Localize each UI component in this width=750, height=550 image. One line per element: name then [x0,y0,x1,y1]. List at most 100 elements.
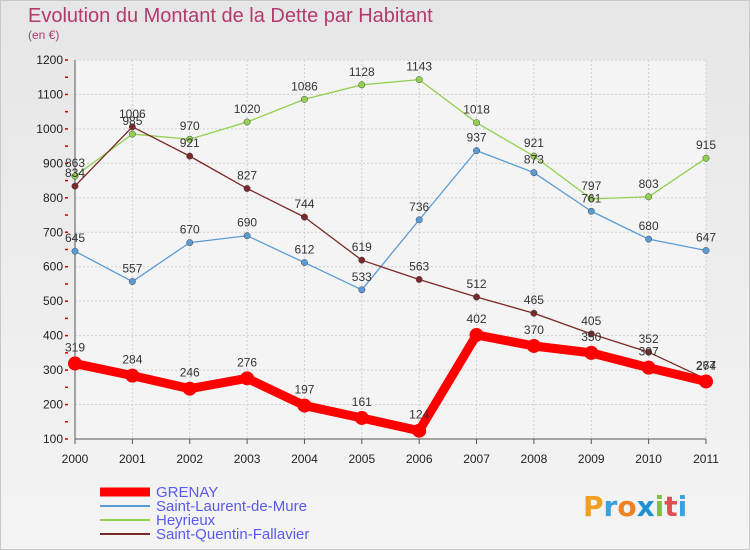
y-tick-label: 1100 [37,87,63,101]
series-line-3 [74,126,707,380]
data-label: 647 [696,231,716,245]
data-label: 405 [581,314,601,328]
data-point [243,232,251,240]
data-label: 670 [180,223,200,237]
data-label: 1020 [234,102,261,116]
data-label: 1143 [406,60,432,74]
data-label: 921 [180,136,200,150]
data-label: 937 [467,131,487,145]
y-tick-label: 700 [43,225,63,239]
data-label: 761 [581,191,601,205]
data-label: 319 [65,341,85,355]
data-label: 267 [696,358,716,372]
data-point [301,259,308,267]
data-point [587,207,595,215]
data-point [128,123,136,131]
data-label: 690 [237,216,257,230]
x-tick-label: 2009 [578,452,605,466]
data-point [469,327,484,342]
data-label: 744 [294,197,314,211]
data-point [71,172,79,180]
data-point [182,381,197,396]
data-point [358,286,366,294]
series-line-0 [74,330,708,436]
y-tick-label: 300 [43,363,63,377]
y-tick-label: 600 [43,260,63,274]
data-label: 124 [409,408,429,422]
data-label: 512 [467,277,487,291]
data-point [358,256,366,264]
logo-letter: i [678,490,688,523]
data-point [71,182,79,190]
data-point [587,330,595,338]
data-label: 276 [237,355,257,369]
x-tick-label: 2011 [693,452,719,466]
data-label: 557 [122,262,142,276]
data-point [186,239,194,247]
series-line-2 [74,78,707,200]
x-tick-label: 2002 [176,452,203,466]
data-label: 352 [639,332,659,346]
y-tick-label: 400 [43,329,63,343]
data-label: 834 [65,166,85,180]
logo-letter: i [655,490,665,523]
data-point [243,118,251,126]
data-labels: 645 557 670 690 612 533 736 937 873 761 680 647 863 9… [65,60,716,422]
data-point [354,410,369,425]
data-label: 197 [294,383,314,397]
data-point [702,154,710,162]
data-label: 619 [352,240,372,254]
data-point [128,278,136,285]
legend-label: Saint-Laurent-de-Mure [156,498,307,515]
x-tick-label: 2008 [521,452,548,466]
legend-label: GRENAY [156,484,218,501]
legend-label: Saint-Quentin-Fallavier [156,526,309,543]
data-label: 307 [639,345,659,359]
data-point [415,276,423,283]
logo-letter: x [637,490,655,523]
logo-letter: o [617,490,636,523]
data-point [473,119,480,127]
data-label: 370 [524,323,544,337]
chart-title: Evolution du Montant de la Dette par Hab… [28,5,433,27]
data-label: 1086 [291,79,318,93]
y-tick-label: 100 [43,432,63,446]
series-line-1 [74,149,707,291]
legend: GRENAYSaint-Laurent-de-MureHeyrieuxSaint… [100,484,309,543]
data-point [530,152,538,160]
data-label: 645 [65,231,85,245]
data-label: 736 [409,200,429,214]
data-label: 1018 [463,103,490,117]
data-label: 1128 [349,65,375,79]
data-label: 563 [409,259,429,273]
data-point [641,360,656,375]
data-point [71,247,79,255]
y-tick-label: 1000 [36,122,63,136]
data-point [415,76,423,84]
y-tick-label: 200 [43,398,63,412]
data-point [358,81,366,89]
data-label: 873 [524,153,544,167]
chart-subtitle: (en €) [28,28,59,42]
x-tick-label: 2010 [635,452,662,466]
data-point [68,356,82,371]
x-tick-label: 2007 [463,452,490,466]
data-label: 350 [581,330,601,344]
data-label: 921 [524,136,544,150]
logo-letter: P [583,490,604,523]
data-point [473,293,480,301]
x-tick-label: 2000 [62,452,89,466]
data-label: 284 [122,353,142,367]
x-tick-label: 2006 [406,452,433,466]
data-label: 680 [639,219,659,233]
data-point [186,152,194,160]
data-label: 1006 [119,107,146,121]
data-label: 465 [524,293,544,307]
data-point [240,371,255,386]
data-point [301,213,308,221]
data-point [297,398,312,413]
data-point [699,374,713,389]
data-point [125,368,140,383]
data-label: 612 [294,243,314,257]
